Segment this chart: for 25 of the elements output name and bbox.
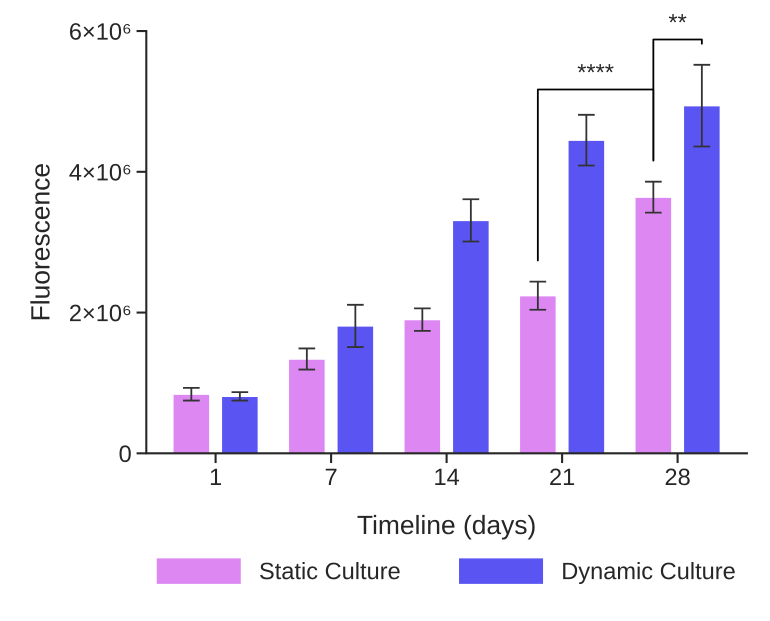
legend-label: Static Culture: [260, 562, 400, 580]
x-tick-label: 14: [435, 468, 460, 486]
bar: [567, 139, 606, 454]
y-tick-label: 2×10⁶: [70, 304, 130, 322]
x-tick-label: 7: [326, 468, 336, 486]
bar: [682, 104, 722, 454]
bar: [634, 196, 673, 454]
y-tick-label: 6×10⁶: [70, 23, 130, 40]
x-tick-label: 28: [666, 468, 690, 486]
annotation: ****: [578, 64, 614, 72]
bar: [452, 220, 490, 454]
legend-label: Dynamic Culture: [563, 562, 735, 584]
x-axis-title: Timeline (days): [358, 514, 535, 540]
bar: [220, 396, 260, 454]
bar: [172, 394, 211, 454]
y-tick-label: 0: [120, 445, 131, 462]
text: **: [668, 14, 686, 22]
bar: [518, 294, 558, 454]
x-tick-label: 1: [210, 468, 222, 486]
bar: [336, 325, 375, 454]
bar: [288, 358, 326, 454]
y-tick-label: 4×10⁶: [69, 164, 130, 181]
y-axis-title: Fluorescence: [30, 164, 50, 320]
bar: [403, 318, 442, 454]
x-tick-label: 21: [550, 468, 574, 486]
